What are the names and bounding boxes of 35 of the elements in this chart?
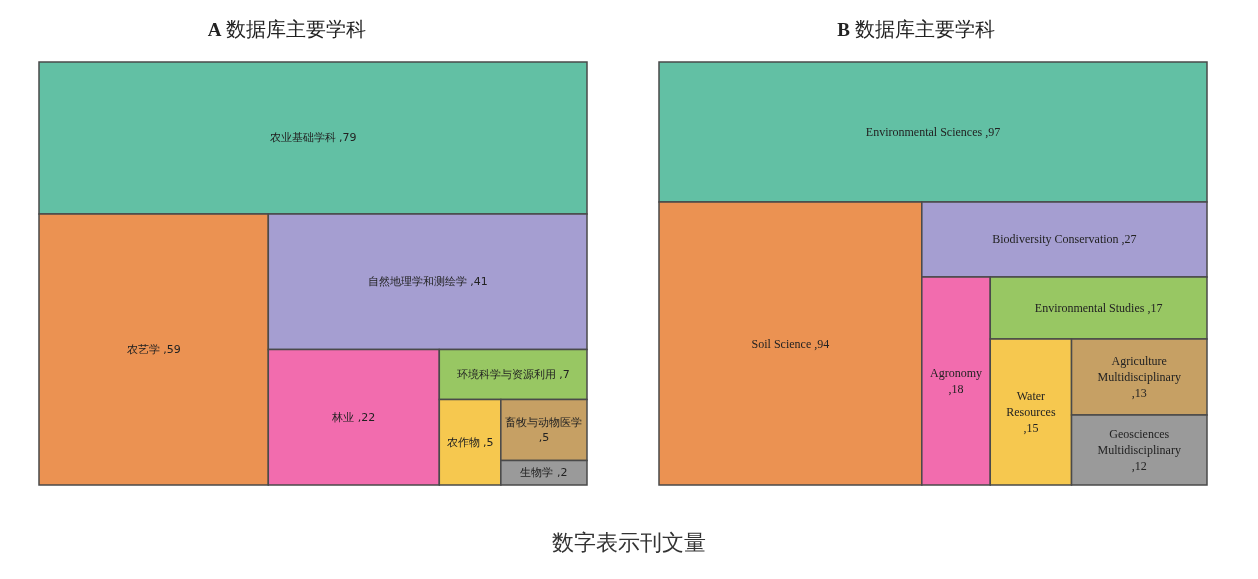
category-label: 农艺学 [126, 342, 160, 356]
category-label: Agronomy [930, 365, 983, 380]
data-label: ,7 [559, 367, 570, 381]
text: B 数据库主要学科 [837, 18, 995, 40]
category-label: Soil Science [751, 336, 812, 351]
category-label: Environmental Studies [1034, 300, 1145, 315]
data-label: ,59 [163, 342, 181, 356]
data-label: ,18 [948, 381, 964, 396]
category-label: 林业 [331, 410, 355, 424]
data-label: ,5 [538, 430, 550, 444]
category-label: 农业基础学科 [269, 131, 336, 145]
category-label: Geosciences Multidisciplinary [1097, 426, 1181, 457]
category-label: 畜牧与动物医学 [505, 415, 583, 429]
data-label: ,12 [1131, 458, 1147, 473]
data-label: ,94 [814, 336, 830, 351]
data-label: ,17 [1147, 300, 1163, 315]
data-label: ,97 [985, 125, 1001, 140]
data-label: ,15 [1023, 421, 1039, 435]
category-label: 生物学 [520, 466, 554, 480]
text: 数字表示刊文量 [551, 529, 707, 557]
data-label: ,2 [556, 466, 568, 480]
data-label: ,13 [1131, 385, 1147, 400]
data-label: ,22 [357, 410, 376, 424]
data-label: ,5 [483, 435, 494, 449]
category-label: 环境科学与资源利用 [456, 367, 556, 381]
data-label: ,41 [470, 275, 488, 289]
category-label: 农作物 [446, 435, 480, 449]
category-label: Environmental Sciences [865, 125, 983, 140]
category-label: Water Resources [1006, 389, 1056, 419]
category-label: 自然地理学和测绘学 [367, 275, 467, 289]
text: A 数据库主要学科 [207, 18, 367, 40]
data-label: ,79 [339, 131, 357, 145]
category-label: Biodiversity Conservation [992, 232, 1119, 247]
data-label: ,27 [1121, 232, 1137, 247]
category-label: Agriculture Multidisciplinary [1097, 353, 1181, 384]
